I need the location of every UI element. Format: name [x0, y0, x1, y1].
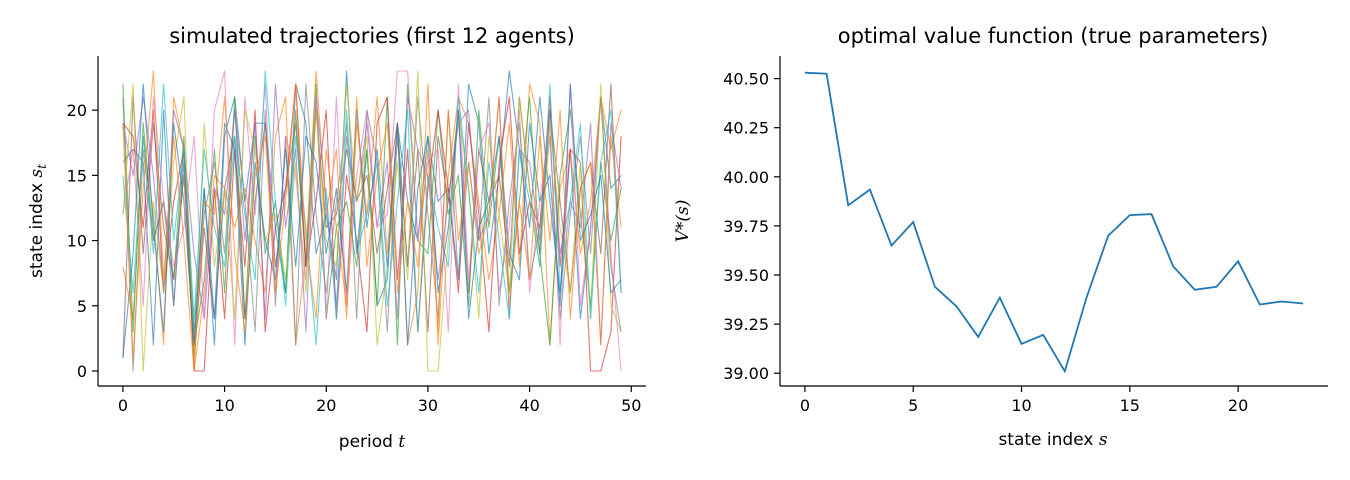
y-tick-label: 0 [77, 362, 87, 381]
value-function-y-label: V*(s) [673, 200, 693, 243]
x-tick-label: 50 [621, 396, 641, 415]
trajectory-agent-7 [122, 70, 622, 372]
x-tick-label: 10 [214, 396, 234, 415]
trajectories-panel: simulated trajectories (first 12 agents)… [27, 24, 646, 452]
x-tick-label: 15 [1120, 396, 1140, 415]
trajectories-x-label: period t [339, 432, 406, 452]
value-function-line [804, 71, 1304, 374]
y-tick-label: 20 [67, 101, 87, 120]
value-function-axes [779, 56, 1328, 387]
x-tick-label: 30 [418, 396, 438, 415]
x-tick-label: 0 [800, 396, 810, 415]
y-tick-label: 39.75 [723, 217, 769, 236]
value-function-title: optimal value function (true parameters) [838, 24, 1269, 48]
trajectory-lines [122, 70, 622, 372]
y-tick-label: 40.00 [723, 168, 769, 187]
y-tick-label: 39.25 [723, 315, 769, 334]
x-ticks: 0 10 20 30 40 50 [118, 386, 641, 415]
y-tick-label: 39.00 [723, 364, 769, 383]
x-tick-label: 40 [519, 396, 539, 415]
trajectory-agent-5 [122, 83, 622, 346]
y-tick-label: 15 [67, 166, 87, 185]
value-function-x-label: state index s [998, 430, 1107, 450]
x-tick-label: 10 [1011, 396, 1031, 415]
x-tick-label: 20 [316, 396, 336, 415]
x-tick-label: 20 [1228, 396, 1248, 415]
y-ticks: 0 5 10 15 20 [67, 101, 98, 381]
y-ticks: 39.00 39.25 39.50 39.75 40.00 40.25 40.50 [723, 70, 780, 383]
y-tick-label: 5 [77, 297, 87, 316]
x-tick-label: 0 [118, 396, 128, 415]
trajectory-agent-12 [122, 70, 622, 372]
y-tick-label: 10 [67, 232, 87, 251]
trajectories-axes [97, 56, 646, 387]
y-tick-label: 39.50 [723, 266, 769, 285]
trajectories-y-label: state index st [27, 164, 49, 278]
trajectory-agent-11 [122, 83, 622, 359]
trajectory-agent-4 [122, 83, 622, 372]
trajectory-agent-6 [122, 83, 622, 359]
x-tick-label: 5 [908, 396, 918, 415]
y-tick-label: 40.50 [723, 70, 769, 89]
y-tick-label: 40.25 [723, 119, 769, 138]
x-ticks: 0 5 10 15 20 [800, 386, 1248, 415]
value-function-panel: optimal value function (true parameters)… [673, 24, 1328, 450]
trajectories-title: simulated trajectories (first 12 agents) [169, 24, 575, 48]
